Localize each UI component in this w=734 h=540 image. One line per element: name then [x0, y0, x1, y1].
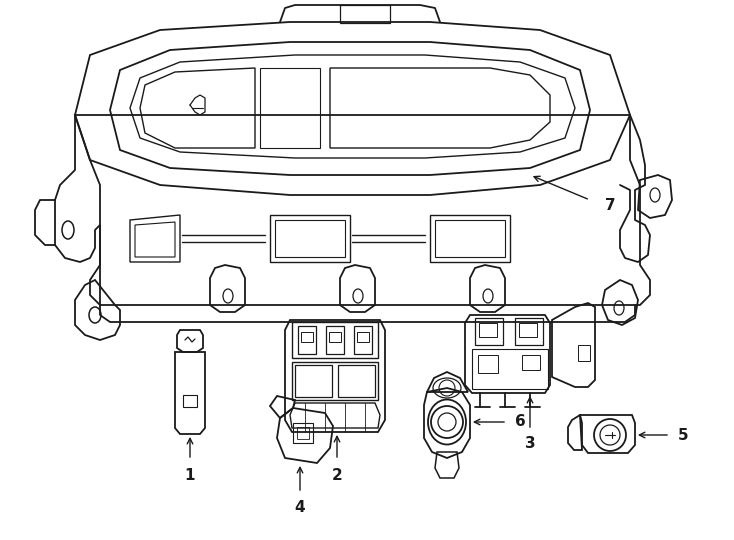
Text: 2: 2	[332, 468, 342, 483]
Bar	[183, 395, 197, 407]
Bar	[357, 332, 369, 342]
Bar	[578, 345, 590, 361]
Text: 4: 4	[294, 501, 305, 516]
Text: 6: 6	[515, 415, 526, 429]
Bar	[301, 332, 313, 342]
Bar	[522, 355, 540, 370]
Bar	[519, 323, 537, 337]
Text: 1: 1	[185, 468, 195, 483]
Bar	[329, 332, 341, 342]
Text: 5: 5	[677, 428, 688, 442]
Bar	[340, 5, 390, 23]
Bar	[478, 355, 498, 373]
Text: 3: 3	[525, 435, 535, 450]
Bar	[479, 323, 497, 337]
Text: 7: 7	[605, 198, 615, 213]
